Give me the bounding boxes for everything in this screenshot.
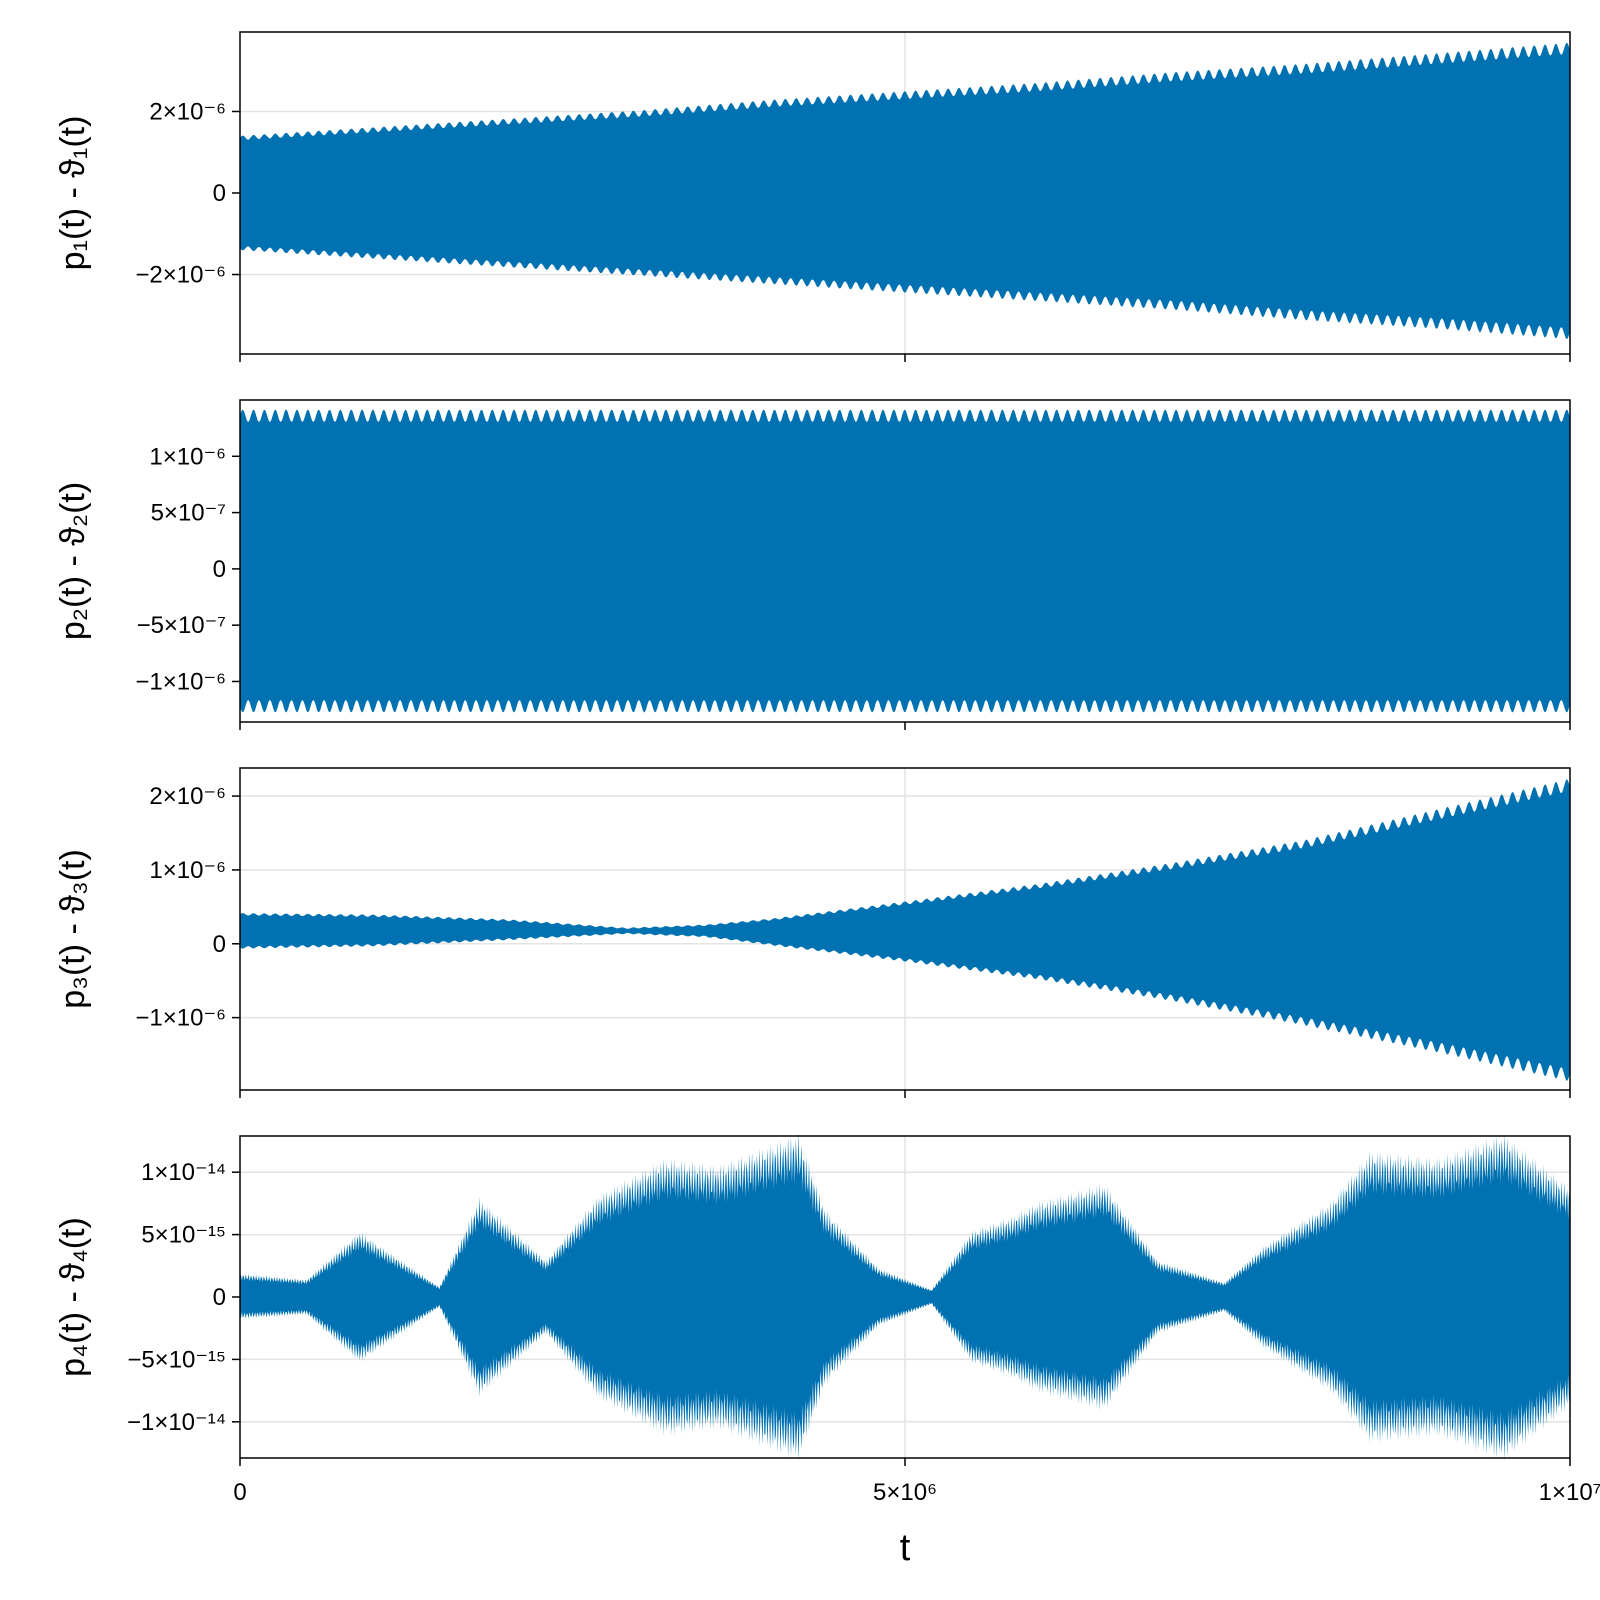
x-axis: 0 5×10⁶ 1×10⁷ t xyxy=(233,1479,1600,1569)
y-tick-label: 1×10⁻⁶ xyxy=(149,857,226,884)
x-axis-label: t xyxy=(900,1527,911,1569)
y-tick-label: 1×10⁻¹⁴ xyxy=(141,1159,226,1186)
y-tick-label: 5×10⁻⁷ xyxy=(151,500,226,527)
y-tick-label: 0 xyxy=(213,556,226,583)
y-tick-label: 5×10⁻¹⁵ xyxy=(141,1222,226,1249)
panel-2: 1×10⁻⁶ 5×10⁻⁷ 0 −5×10⁻⁷ −1×10⁻⁶ p₂(t) - ϑ₂(t) xyxy=(54,399,1571,730)
y-tick-label: 2×10⁻⁶ xyxy=(149,98,226,125)
y-tick-label: −1×10⁻⁶ xyxy=(135,668,226,695)
y-tick-label: 2×10⁻⁶ xyxy=(149,783,226,810)
y-axis-label: p₂(t) - ϑ₂(t) xyxy=(54,482,92,640)
series-band xyxy=(240,1132,1570,1462)
series-band xyxy=(240,779,1570,1081)
series-band xyxy=(240,409,1570,713)
series-band xyxy=(240,42,1570,340)
x-tick-label: 1×10⁷ xyxy=(1539,1479,1600,1506)
y-tick-label: −1×10⁻¹⁴ xyxy=(127,1409,226,1436)
panel-4: 1×10⁻¹⁴ 5×10⁻¹⁵ 0 −5×10⁻¹⁵ −1×10⁻¹⁴ p₄(t) - ϑ… xyxy=(54,1132,1571,1466)
y-axis-label: p₄(t) - ϑ₄(t) xyxy=(54,1217,92,1377)
x-tick-label: 5×10⁶ xyxy=(873,1479,937,1506)
y-tick-label: −2×10⁻⁶ xyxy=(135,262,226,289)
y-tick-label: −5×10⁻¹⁵ xyxy=(127,1346,226,1373)
y-tick-label: −1×10⁻⁶ xyxy=(135,1005,226,1032)
x-tick-label: 0 xyxy=(233,1479,246,1506)
y-tick-label: 0 xyxy=(213,180,226,207)
y-tick-label: −5×10⁻⁷ xyxy=(137,612,226,639)
y-tick-label: 0 xyxy=(213,1284,226,1311)
y-tick-label: 0 xyxy=(213,931,226,958)
y-tick-label: 1×10⁻⁶ xyxy=(149,443,226,470)
panel-3: 2×10⁻⁶ 1×10⁻⁶ 0 −1×10⁻⁶ p₃(t) - ϑ₃(t) xyxy=(54,767,1571,1098)
y-axis-label: p₃(t) - ϑ₃(t) xyxy=(54,849,92,1009)
panel-1: 2×10⁻⁶ 0 −2×10⁻⁶ p₁(t) - ϑ₁(t) xyxy=(54,31,1571,362)
y-axis-label: p₁(t) - ϑ₁(t) xyxy=(54,116,92,271)
